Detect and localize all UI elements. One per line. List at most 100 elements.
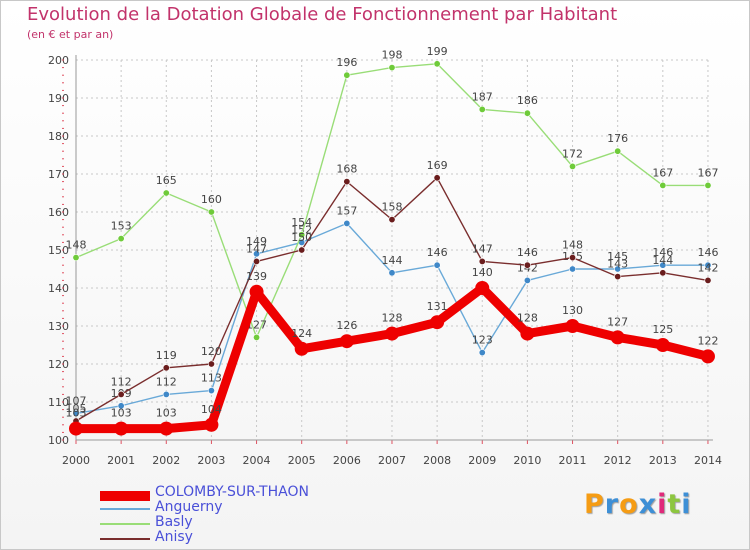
data-point-basly <box>659 181 667 189</box>
data-point-anguerny <box>72 409 80 417</box>
data-label-anisy: 147 <box>472 242 493 255</box>
data-point-colomby-sur-thaon <box>475 281 490 295</box>
data-label-anisy: 158 <box>381 201 402 214</box>
data-point-colomby-sur-thaon <box>294 341 309 356</box>
data-point-anisy <box>388 216 396 224</box>
data-label-colomby-sur-thaon: 128 <box>517 312 538 325</box>
x-tick-label: 2008 <box>423 454 451 467</box>
data-point-anisy <box>478 257 486 265</box>
x-tick-label: 2005 <box>288 454 316 467</box>
data-label-basly: 198 <box>381 49 402 62</box>
legend-label-colomby: COLOMBY-SUR-THAON <box>155 484 309 500</box>
data-point-anguerny <box>523 276 531 284</box>
x-tick-label: 2007 <box>378 454 406 467</box>
data-label-colomby-sur-thaon: 124 <box>291 327 312 340</box>
data-label-basly: 176 <box>607 132 628 145</box>
y-tick-label: 100 <box>48 434 69 447</box>
y-tick-label: 200 <box>48 54 69 67</box>
data-label-anguerny: 113 <box>201 372 222 385</box>
y-tick-label: 140 <box>48 282 69 295</box>
data-point-basly <box>704 181 712 189</box>
data-label-colomby-sur-thaon: 122 <box>697 334 718 347</box>
data-label-anisy: 168 <box>336 163 357 176</box>
data-point-basly <box>72 254 80 262</box>
data-label-colomby-sur-thaon: 104 <box>201 403 222 416</box>
legend-label-anguerny: Anguerny <box>155 499 223 515</box>
data-label-colomby-sur-thaon: 103 <box>156 407 177 420</box>
data-label-basly: 187 <box>472 90 493 103</box>
data-label-anisy: 146 <box>517 246 538 259</box>
x-tick-label: 2013 <box>649 454 677 467</box>
data-label-anguerny: 146 <box>427 246 448 259</box>
data-label-anguerny: 107 <box>66 394 87 407</box>
x-tick-label: 2006 <box>333 454 361 467</box>
data-label-colomby-sur-thaon: 126 <box>336 319 357 332</box>
data-label-anguerny: 157 <box>336 204 357 217</box>
logo-letter: i <box>681 489 692 520</box>
data-point-colomby-sur-thaon <box>565 319 580 333</box>
data-point-basly <box>478 105 486 113</box>
data-point-basly <box>343 71 351 79</box>
y-tick-label: 190 <box>48 92 69 105</box>
data-label-anisy: 112 <box>111 375 132 388</box>
y-tick-label: 120 <box>48 358 69 371</box>
data-label-basly: 154 <box>291 216 312 229</box>
data-point-colomby-sur-thaon <box>655 338 670 352</box>
data-point-colomby-sur-thaon <box>204 417 219 432</box>
data-label-anisy: 169 <box>427 159 448 172</box>
data-point-anisy <box>433 174 441 182</box>
data-point-colomby-sur-thaon <box>339 334 354 349</box>
data-point-anisy <box>117 390 125 398</box>
logo-letter: t <box>667 489 682 520</box>
data-label-basly: 148 <box>66 239 87 252</box>
data-label-basly: 196 <box>336 56 357 69</box>
x-tick-label: 2003 <box>197 454 225 467</box>
chart-title: Evolution de la Dotation Globale de Fonc… <box>27 4 618 25</box>
y-tick-label: 130 <box>48 320 69 333</box>
data-point-basly <box>253 333 261 341</box>
data-point-anisy <box>162 364 170 372</box>
data-point-colomby-sur-thaon <box>69 421 83 436</box>
data-point-colomby-sur-thaon <box>114 421 129 436</box>
y-tick-label: 170 <box>48 168 69 181</box>
x-tick-label: 2002 <box>152 454 180 467</box>
data-label-anisy: 142 <box>697 261 718 274</box>
data-point-anisy <box>523 261 531 269</box>
data-label-anisy: 148 <box>562 239 583 252</box>
data-label-anisy: 147 <box>246 242 267 255</box>
data-label-basly: 165 <box>156 174 177 187</box>
legend-swatch-basly <box>100 523 150 525</box>
data-point-anguerny <box>659 261 667 269</box>
data-point-basly <box>117 235 125 243</box>
data-point-basly <box>523 109 531 117</box>
logo-letter: o <box>619 489 639 520</box>
data-label-anisy: 144 <box>652 254 673 267</box>
legend-swatch-colomby <box>100 491 150 501</box>
data-label-colomby-sur-thaon: 128 <box>381 312 402 325</box>
data-label-anguerny: 144 <box>381 254 402 267</box>
data-point-anisy <box>207 360 215 368</box>
logo-letter: r <box>604 489 620 520</box>
data-label-colomby-sur-thaon: 130 <box>562 304 583 317</box>
data-point-anguerny <box>207 387 215 395</box>
data-point-colomby-sur-thaon <box>159 421 174 436</box>
data-point-anguerny <box>117 402 125 410</box>
logo-letter: P <box>584 489 605 520</box>
data-label-basly: 160 <box>201 193 222 206</box>
legend-label-basly: Basly <box>155 514 193 530</box>
data-label-anisy: 143 <box>607 258 628 271</box>
data-point-anisy <box>569 254 577 262</box>
data-point-basly <box>162 189 170 197</box>
y-tick-label: 160 <box>48 206 69 219</box>
data-point-anisy <box>298 246 306 254</box>
proxiti-logo: Proxiti <box>584 489 692 520</box>
data-point-basly <box>298 231 306 239</box>
data-label-colomby-sur-thaon: 125 <box>652 323 673 336</box>
data-label-basly: 199 <box>427 45 448 58</box>
data-label-anguerny: 112 <box>156 375 177 388</box>
data-point-anguerny <box>569 265 577 273</box>
data-point-colomby-sur-thaon <box>610 330 625 345</box>
data-label-anguerny: 149 <box>246 235 267 248</box>
